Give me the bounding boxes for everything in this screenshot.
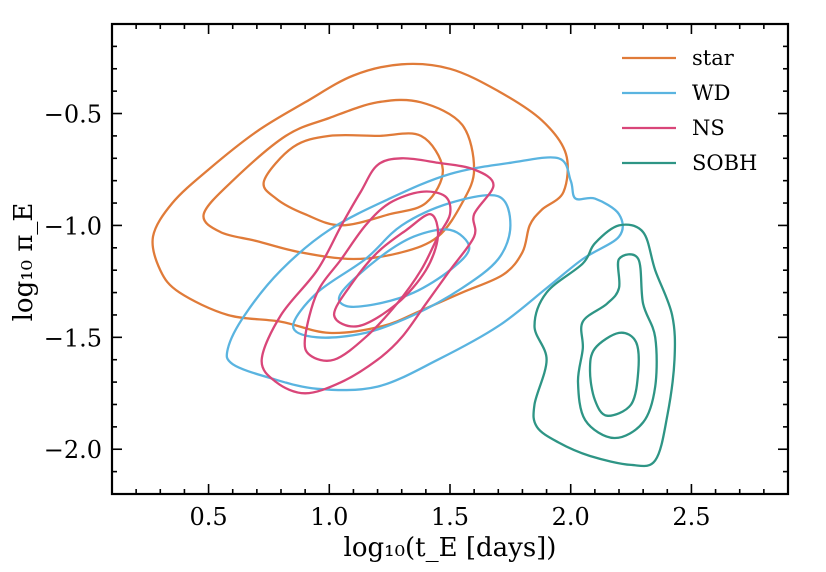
x-tick-label: 2.5 <box>672 503 710 531</box>
x-tick-label: 1.0 <box>310 503 348 531</box>
contour-sobh-level-1 <box>532 223 677 468</box>
contour-layer <box>151 62 677 468</box>
contour-star-level-2 <box>202 98 476 261</box>
legend-label-star: star <box>692 46 735 70</box>
y-axis-label: log₁₀ π_E <box>9 203 39 322</box>
y-tick-label: −1.0 <box>44 212 102 240</box>
x-axis-label: log₁₀(t_E [days]) <box>344 533 557 563</box>
axis-ticks: 0.5 1.0 1.5 2.0 2.5 −0.5 −1.0 −1.5 −2.0 <box>44 24 788 531</box>
legend-label-ns: NS <box>692 116 725 140</box>
contour-sobh-level-2 <box>576 253 658 440</box>
contour-wd-level-3 <box>337 228 471 308</box>
legend-label-wd: WD <box>692 81 730 105</box>
contour-wd-level-2 <box>291 193 512 339</box>
x-tick-label: 1.5 <box>431 503 469 531</box>
contour-sobh-level-3 <box>588 331 640 417</box>
plot-frame <box>110 22 790 496</box>
x-tick-label: 0.5 <box>189 503 227 531</box>
contour-wd-level-1 <box>225 156 624 392</box>
legend: star WD NS SOBH <box>622 46 757 175</box>
contour-ns-level-3 <box>332 213 440 328</box>
y-tick-label: −0.5 <box>44 101 102 129</box>
y-tick-label: −2.0 <box>44 436 102 464</box>
contour-star-level-1 <box>151 62 569 335</box>
x-tick-label: 2.0 <box>552 503 590 531</box>
contour-star-level-3 <box>262 132 444 227</box>
y-tick-label: −1.5 <box>44 324 102 352</box>
contour-ns-level-2 <box>303 190 452 362</box>
contour-ns-level-1 <box>260 157 495 395</box>
legend-label-sobh: SOBH <box>692 151 757 175</box>
